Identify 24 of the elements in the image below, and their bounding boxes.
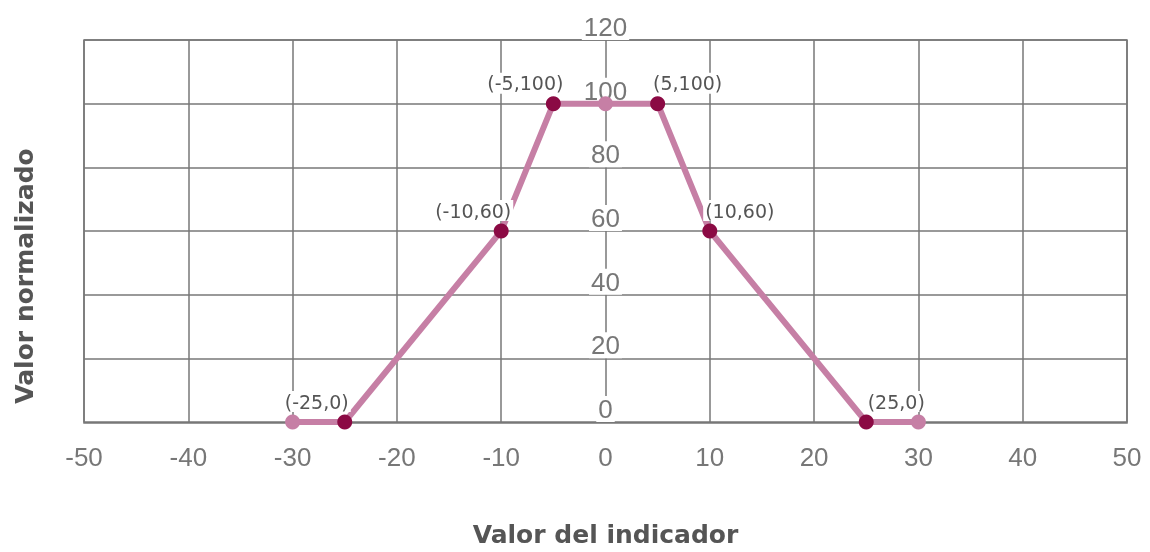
x-tick-label: -20 [378,442,416,472]
annotation: (-5,100) [487,72,564,95]
x-tick-label: -10 [482,442,520,472]
x-axis-title: Valor del indicador [472,520,739,549]
x-tick-label: 30 [903,442,933,472]
annotation: (-25,0) [284,390,349,413]
annotation: (10,60) [705,199,775,222]
y-axis-title: Valor normalizado [10,148,39,404]
x-tick-label: -30 [273,442,312,472]
x-tick-label: 10 [695,442,725,472]
annotation: (-10,60) [435,199,512,222]
y-tick-label: 80 [591,139,620,170]
y-tick-label: 40 [591,266,620,297]
y-tick-label: 60 [591,203,620,233]
x-tick-label: -50 [65,442,103,472]
x-tick-label: 20 [799,442,829,472]
x-tick-label: 50 [1112,442,1142,472]
y-tick-label: 120 [583,12,628,42]
y-tick-label: 20 [591,330,620,361]
x-tick-label: 40 [1008,442,1038,472]
annotation: (25,0) [867,390,925,413]
y-tick-label: 0 [598,394,613,424]
x-tick-label: -40 [169,442,208,472]
annotation: (5,100) [653,72,723,95]
